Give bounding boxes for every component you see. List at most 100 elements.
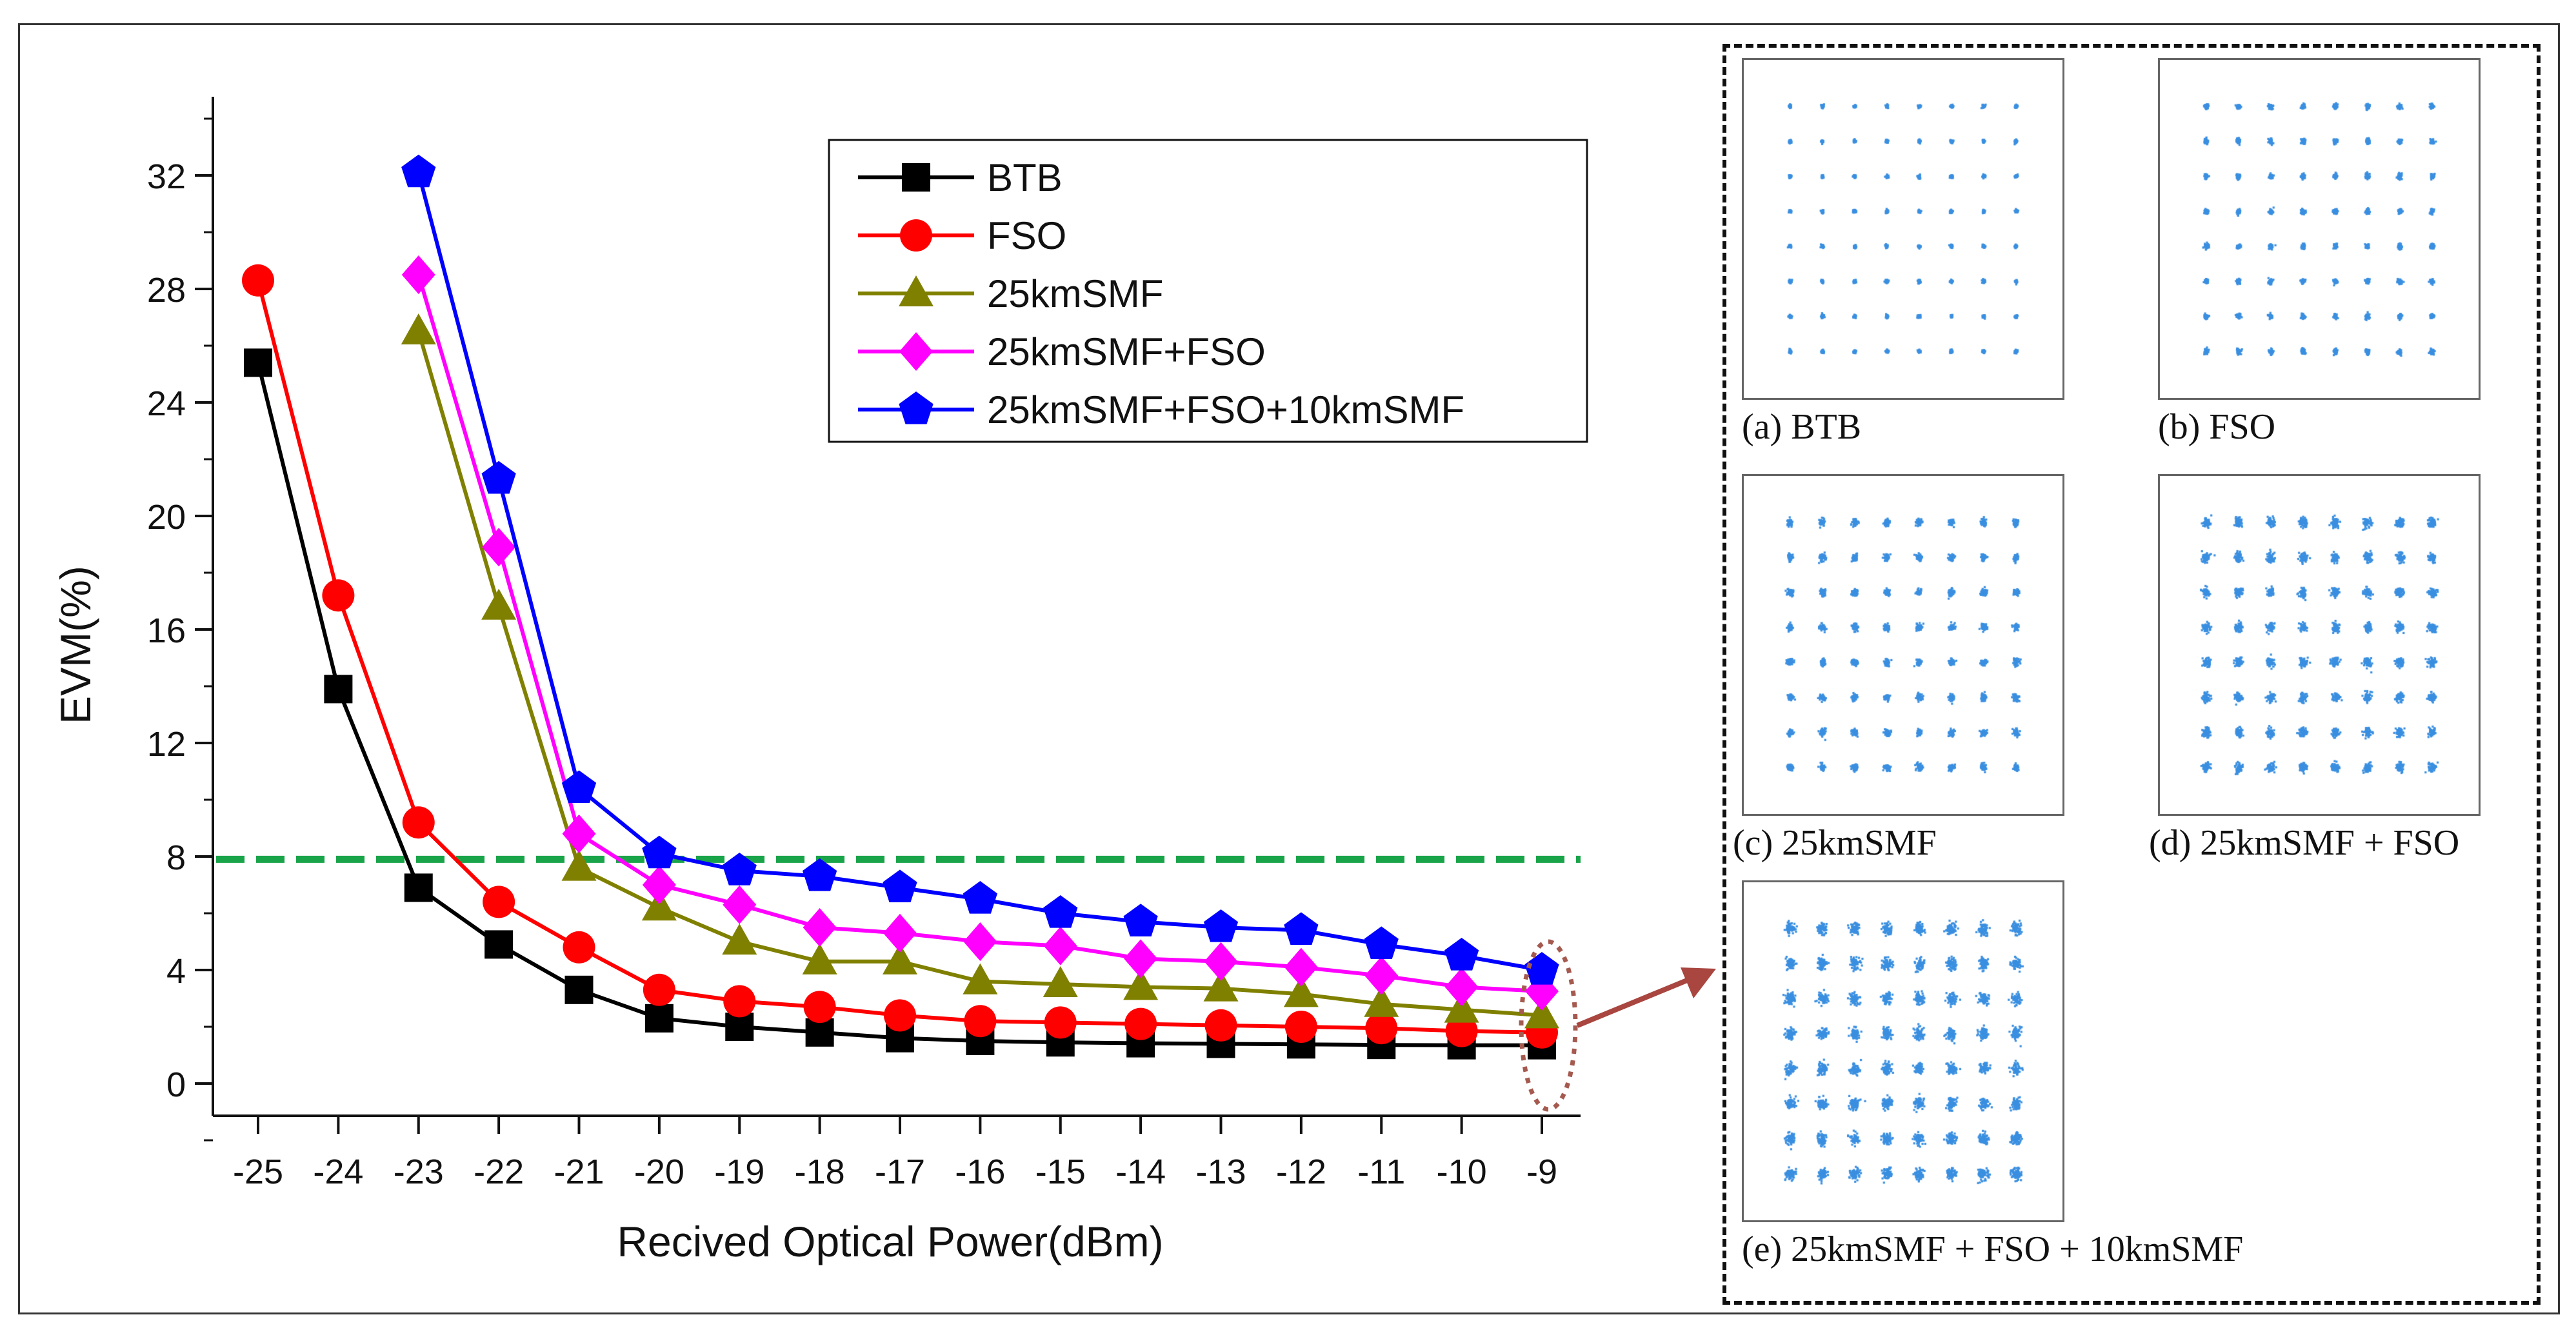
- legend-entry: 25kmSMF: [858, 272, 1163, 315]
- data-point: [484, 930, 514, 959]
- x-tick-label: -11: [1357, 1153, 1405, 1191]
- data-point: [803, 908, 837, 947]
- data-point: [963, 963, 998, 995]
- x-tick-label: -21: [554, 1153, 604, 1191]
- data-point: [404, 873, 433, 902]
- x-tick-label: -25: [233, 1153, 283, 1191]
- data-point: [884, 999, 916, 1032]
- data-point: [1445, 1015, 1478, 1047]
- y-tick-label: 8: [166, 838, 186, 877]
- legend-entry: BTB: [858, 156, 1063, 199]
- data-point: [481, 461, 516, 494]
- data-point: [899, 332, 933, 371]
- data-point: [899, 275, 934, 306]
- data-point: [644, 1004, 674, 1033]
- data-point: [723, 985, 756, 1018]
- legend-box: [828, 139, 1588, 443]
- data-point: [1203, 909, 1239, 942]
- data-point: [481, 588, 517, 620]
- x-tick-label: -17: [875, 1153, 925, 1191]
- series-25kmsmf: [401, 313, 1559, 1029]
- data-point: [1284, 947, 1318, 987]
- arrow-head: [1681, 967, 1716, 998]
- x-tick-label: -24: [313, 1153, 363, 1191]
- x-tick-label: -10: [1437, 1153, 1487, 1191]
- data-point: [401, 313, 436, 344]
- data-point: [242, 264, 274, 297]
- highlight-ellipse: [1519, 939, 1578, 1112]
- data-point: [1043, 895, 1078, 928]
- data-point: [561, 770, 597, 804]
- x-tick-label: -16: [955, 1153, 1005, 1191]
- data-point: [1043, 926, 1077, 966]
- data-point: [482, 528, 516, 567]
- x-tick-label: -18: [795, 1153, 845, 1191]
- data-point: [1124, 939, 1158, 978]
- x-tick-label: -9: [1526, 1153, 1557, 1191]
- data-point: [802, 858, 837, 891]
- y-axis-title: EVM(%): [52, 566, 99, 724]
- data-point: [1364, 956, 1399, 995]
- constellation-plot: [1742, 880, 2064, 1222]
- constellation-inset: [1722, 44, 2541, 1305]
- data-point: [1284, 912, 1319, 946]
- data-point: [1204, 1009, 1237, 1042]
- arrow-shaft: [1576, 978, 1688, 1028]
- legend-entry: 25kmSMF+FSO: [858, 330, 1266, 373]
- data-point: [322, 579, 355, 612]
- x-tick-label: -23: [394, 1153, 444, 1191]
- chart-series: [242, 154, 1559, 1060]
- data-point: [1043, 966, 1078, 997]
- data-point: [722, 853, 757, 886]
- data-point: [1364, 926, 1399, 960]
- data-point: [1203, 970, 1239, 1002]
- data-point: [1204, 942, 1238, 981]
- legend-label: 25kmSMF+FSO+10kmSMF: [987, 388, 1464, 431]
- legend-entry: FSO: [858, 214, 1066, 257]
- data-point: [1444, 938, 1479, 971]
- chart-legend: BTB FSO 25kmSMF 25kmSMF+FSO 25kmSMF+FSO+10km…: [828, 139, 1588, 443]
- data-point: [1123, 969, 1159, 1000]
- x-tick-label: -20: [634, 1153, 684, 1191]
- legend-label: BTB: [987, 156, 1063, 199]
- data-point: [1444, 991, 1479, 1023]
- y-tick-label: 12: [147, 725, 186, 764]
- data-point: [1284, 1011, 1317, 1043]
- data-point: [900, 219, 932, 252]
- data-point: [802, 943, 837, 975]
- data-point: [561, 849, 597, 881]
- constellation-plot: [2158, 474, 2481, 816]
- y-tick-label: 32: [147, 157, 186, 196]
- data-point: [1365, 1012, 1398, 1045]
- legend-label: 25kmSMF+FSO: [987, 330, 1266, 373]
- data-point: [964, 1005, 997, 1038]
- data-point: [401, 255, 435, 294]
- data-point: [1364, 985, 1399, 1017]
- data-point: [963, 881, 998, 914]
- legend-label: 25kmSMF: [987, 272, 1163, 315]
- data-point: [1124, 1007, 1157, 1040]
- legend-entry: 25kmSMF+FSO+10kmSMF: [858, 388, 1464, 431]
- constellation-plot: [1742, 58, 2064, 400]
- x-tick-label: -12: [1276, 1153, 1326, 1191]
- x-tick-label: -19: [714, 1153, 764, 1191]
- constellation-caption: (c) 25kmSMF: [1733, 823, 1937, 863]
- series-fso: [242, 264, 1558, 1049]
- x-tick-label: -13: [1195, 1153, 1246, 1191]
- x-tick-label: -22: [474, 1153, 524, 1191]
- data-point: [1444, 967, 1479, 1007]
- data-point: [401, 154, 436, 188]
- y-tick-label: 20: [147, 498, 186, 537]
- y-tick-label: 24: [147, 384, 186, 423]
- data-point: [483, 886, 515, 918]
- constellation-caption: (b) FSO: [2158, 407, 2276, 447]
- x-tick-label: -15: [1035, 1153, 1086, 1191]
- highlight-annotation: [1519, 939, 1716, 1112]
- data-point: [641, 889, 677, 921]
- data-point: [899, 391, 934, 424]
- data-point: [1524, 997, 1559, 1029]
- data-point: [324, 675, 353, 704]
- data-point: [562, 814, 596, 853]
